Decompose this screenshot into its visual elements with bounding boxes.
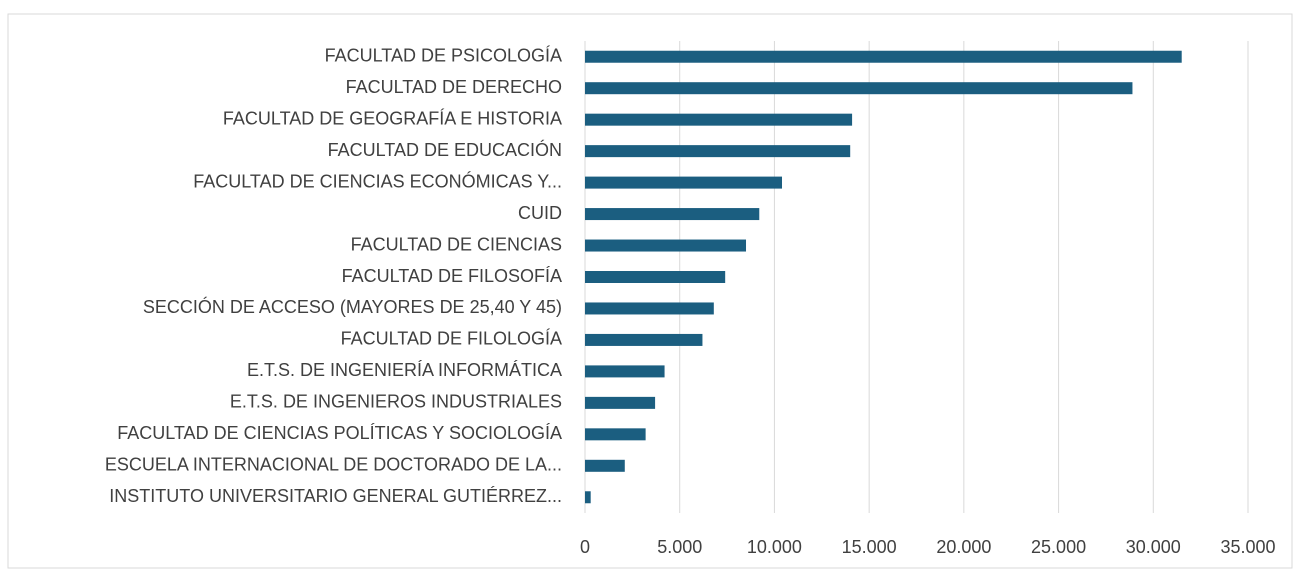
- y-tick-label: FACULTAD DE FILOSOFÍA: [342, 266, 562, 286]
- x-tick-label: 20.000: [936, 537, 991, 557]
- bar: [585, 271, 726, 283]
- bar: [585, 176, 783, 189]
- chart-frame: [7, 13, 1293, 569]
- y-tick-label: FACULTAD DE PSICOLOGÍA: [325, 45, 562, 65]
- y-tick-label: FACULTAD DE CIENCIAS POLÍTICAS Y SOCIOLO…: [117, 423, 562, 443]
- y-tick-label: FACULTAD DE CIENCIAS: [351, 234, 562, 254]
- bar: [585, 491, 591, 504]
- y-tick-label: FACULTAD DE DERECHO: [346, 77, 562, 97]
- x-tick-label: 10.000: [747, 537, 802, 557]
- y-tick-label: INSTITUTO UNIVERSITARIO GENERAL GUTIÉRRE…: [109, 486, 562, 506]
- y-tick-label: SECCIÓN DE ACCESO (MAYORES DE 25,40 Y 45…: [143, 296, 562, 317]
- x-tick-label: 15.000: [842, 537, 897, 557]
- y-tick-label: FACULTAD DE CIENCIAS ECONÓMICAS Y...: [193, 170, 562, 191]
- y-tick-label: FACULTAD DE EDUCACIÓN: [328, 139, 562, 160]
- bar: [585, 459, 625, 472]
- bar: [585, 208, 760, 221]
- y-tick-label: E.T.S. DE INGENIEROS INDUSTRIALES: [230, 392, 562, 412]
- x-tick-label: 0: [580, 537, 590, 557]
- x-tick-label: 5.000: [657, 537, 702, 557]
- bar: [585, 302, 714, 315]
- y-tick-label: ESCUELA INTERNACIONAL DE DOCTORADO DE LA…: [105, 455, 562, 475]
- bar: [585, 50, 1182, 63]
- y-tick-label: CUID: [518, 203, 562, 223]
- bar: [585, 82, 1133, 95]
- bar: [585, 113, 853, 126]
- x-tick-label: 30.000: [1126, 537, 1181, 557]
- bar: [585, 239, 747, 252]
- x-tick-label: 35.000: [1220, 537, 1275, 557]
- bar: [585, 428, 646, 441]
- bar: [585, 333, 703, 346]
- bar: [585, 365, 665, 378]
- y-tick-label: FACULTAD DE FILOLOGÍA: [341, 329, 562, 349]
- x-tick-label: 25.000: [1031, 537, 1086, 557]
- y-tick-label: E.T.S. DE INGENIERÍA INFORMÁTICA: [247, 360, 562, 380]
- bar: [585, 145, 851, 158]
- y-tick-label: FACULTAD DE GEOGRAFÍA E HISTORIA: [223, 108, 562, 128]
- bar: [585, 396, 656, 409]
